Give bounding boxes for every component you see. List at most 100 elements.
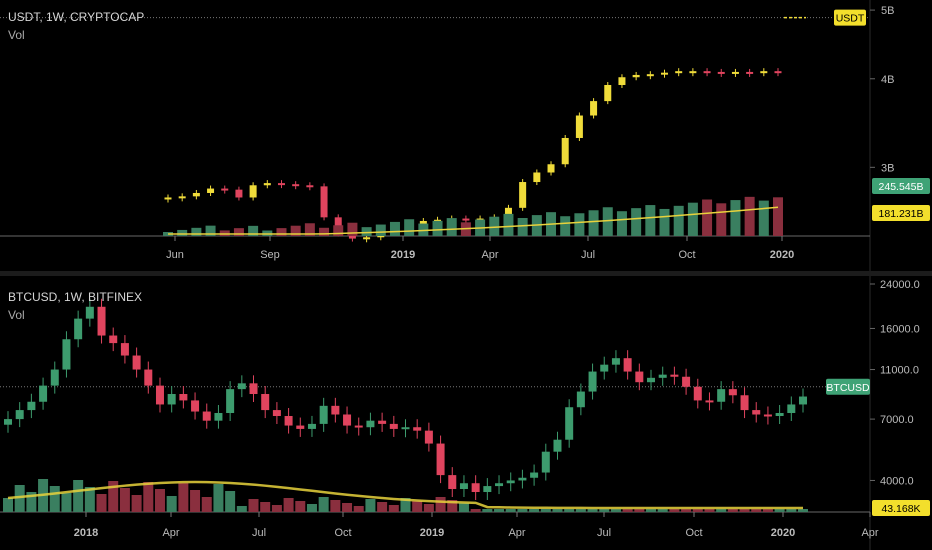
usdt-volume-bar — [602, 207, 613, 236]
btc-volume-bar — [727, 509, 738, 512]
btc-volume-bar — [435, 497, 446, 512]
usdt-x-tick-label: 2020 — [770, 249, 794, 261]
usdt-candle — [419, 220, 427, 225]
btc-candle — [588, 371, 597, 392]
btc-volume-bar — [704, 509, 715, 512]
usdt-volume-bar — [503, 213, 514, 236]
usdt-x-tick-label: Jul — [581, 249, 595, 261]
btc-candle — [15, 410, 24, 420]
pane-divider[interactable] — [0, 271, 932, 276]
btc-volume-bar — [14, 485, 25, 512]
usdt-candle — [646, 74, 654, 77]
btc-candle — [74, 318, 83, 340]
btc-volume-bar — [599, 509, 610, 512]
btc-volume-bar — [458, 503, 469, 512]
usdt-candle — [703, 71, 711, 74]
usdt-candle — [575, 115, 583, 138]
btc-volume-bar — [470, 509, 481, 512]
btc-candle — [343, 414, 352, 426]
usdt-candle — [235, 189, 243, 198]
usdt-x-tick-label: 2019 — [391, 249, 415, 261]
usdt-candle — [661, 72, 669, 75]
usdt-volume-bar — [304, 223, 315, 236]
usdt-volume-bar — [191, 227, 202, 236]
btc-x-tick-label: 2018 — [74, 527, 98, 539]
btc-candle — [682, 376, 691, 387]
btc-volume-bar — [552, 509, 563, 512]
usdt-volume-bar — [177, 229, 188, 236]
usdt-y-tick-label: 5B — [881, 5, 894, 17]
btc-candle — [424, 430, 433, 444]
btc-volume-bar — [271, 505, 282, 512]
btc-volume-bar — [400, 498, 411, 512]
btc-candle — [658, 374, 667, 378]
btc-volume-bar — [236, 506, 247, 512]
btc-volume-bar — [447, 500, 458, 512]
btc-candle — [296, 425, 305, 429]
btc-x-tick-label: Oct — [334, 527, 351, 539]
btc-candle — [670, 374, 679, 377]
btc-volume-bar — [166, 496, 177, 512]
usdt-candle — [519, 182, 527, 208]
usdt-candle — [604, 84, 612, 102]
usdt-volume-bar — [659, 208, 670, 236]
btc-volume-bar — [575, 509, 586, 512]
btc-candle — [331, 405, 340, 415]
usdt-y-tick-label: 3B — [881, 162, 894, 174]
usdt-volume-bar — [361, 227, 372, 236]
btc-candle — [611, 358, 620, 365]
btc-candle — [565, 407, 574, 440]
btc-candle — [623, 358, 632, 372]
btc-candle — [284, 416, 293, 426]
btc-candle — [775, 413, 784, 417]
btc-volume-bar — [49, 486, 60, 512]
usdt-volume-bar — [248, 225, 259, 236]
btc-volume-bar — [248, 499, 259, 512]
btc-candle — [728, 389, 737, 396]
usdt-volume-bar — [773, 197, 783, 236]
btc-candle — [39, 385, 48, 402]
usdt-vol-label: Vol — [8, 28, 25, 42]
usdt-candle — [164, 197, 172, 200]
usdt-volume-bar — [347, 222, 358, 236]
btc-candle — [237, 383, 246, 390]
btc-volume-bar — [342, 503, 353, 512]
btc-x-tick-label: Apr — [508, 527, 525, 539]
btc-candle — [261, 394, 270, 411]
btc-symbol-title: BTCUSD, 1W, BITFINEX — [8, 290, 143, 304]
btc-candle — [272, 410, 281, 417]
usdt-candle — [760, 71, 768, 74]
btc-candle — [109, 335, 118, 344]
usdt-volume-bar — [276, 228, 287, 236]
btc-volume-bar — [798, 509, 808, 512]
usdt-volume-bar — [205, 225, 216, 236]
btc-x-tick-label: Jul — [252, 527, 266, 539]
btc-candle — [717, 389, 726, 402]
btc-chart-pane[interactable]: 24000.0 16000.0 11000.0 7000.0 4000.0 BTCUSD 4… — [0, 276, 932, 550]
btc-volume-bar — [681, 509, 692, 512]
btc-x-tick-label: Oct — [685, 527, 702, 539]
usdt-volume-bar — [687, 202, 698, 236]
usdt-volume-bar — [645, 205, 656, 236]
btc-volume-bar — [423, 504, 434, 512]
btc-chart-canvas[interactable]: 24000.0 16000.0 11000.0 7000.0 4000.0 BTCUSD 4… — [0, 276, 932, 550]
btc-y-tick-label: 11000.0 — [880, 365, 919, 377]
btc-x-tick-label: Apr — [162, 527, 179, 539]
btc-candle — [226, 389, 235, 414]
btc-candle — [214, 413, 223, 421]
usdt-volume-bar — [404, 219, 415, 236]
usdt-chart-canvas[interactable]: 5B 4B 3B USDT 245.545B 181.231B Jun Sep 2019 Apr J… — [0, 0, 932, 271]
usdt-volume-bar — [517, 217, 528, 236]
btc-candle — [62, 339, 71, 370]
btc-candle — [413, 427, 422, 431]
btc-y-tick-label: 7000.0 — [880, 414, 914, 426]
btc-candle — [763, 414, 772, 417]
usdt-volume-ma-badge: 181.231B — [879, 208, 924, 220]
btc-candle — [705, 400, 714, 403]
btc-candle — [4, 419, 12, 425]
btc-volume-badge: 43.168K — [881, 503, 920, 515]
usdt-chart-pane[interactable]: 5B 4B 3B USDT 245.545B 181.231B Jun Sep 2019 Apr J… — [0, 0, 932, 271]
btc-volume-bar — [154, 489, 165, 512]
usdt-volume-bar — [730, 200, 741, 236]
btc-volume-bar — [482, 509, 493, 512]
